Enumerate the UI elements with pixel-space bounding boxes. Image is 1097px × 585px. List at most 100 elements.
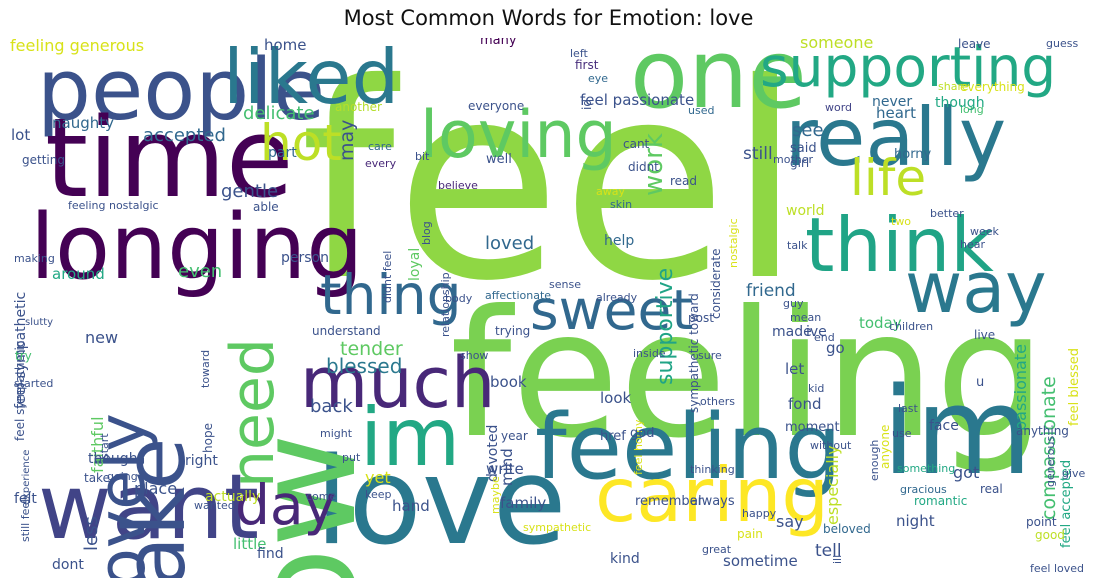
word: use: [892, 427, 912, 440]
word: right: [185, 453, 218, 469]
word: believe: [438, 179, 478, 192]
word: even: [178, 261, 223, 282]
word: might: [320, 427, 353, 440]
word: feeling: [535, 395, 842, 500]
word: got: [953, 463, 980, 482]
word: sweet: [530, 278, 693, 342]
word: guy: [783, 297, 804, 310]
word: especially: [823, 445, 842, 525]
word: face: [929, 418, 959, 434]
word: loyal: [407, 247, 423, 281]
chart-title: Most Common Words for Emotion: love: [343, 6, 754, 30]
word: sense: [549, 278, 581, 291]
word: friend: [746, 281, 796, 301]
word: let: [785, 360, 805, 378]
word: every: [365, 157, 397, 170]
word: didnt feel: [381, 250, 394, 303]
word: really: [785, 91, 1007, 184]
word: tender: [340, 338, 403, 360]
word: around: [52, 265, 105, 283]
word: feel passionate: [580, 91, 695, 109]
word: gracious: [900, 483, 947, 496]
word: give: [1062, 467, 1086, 480]
word: able: [253, 200, 279, 214]
word: feeling: [450, 274, 1047, 477]
word: body: [445, 292, 473, 305]
word: understand: [312, 324, 381, 338]
word: feeling nostalgic: [68, 199, 159, 212]
word: delicate: [243, 103, 315, 124]
word: life: [850, 149, 927, 207]
word: always: [690, 494, 735, 509]
word: take: [84, 471, 110, 485]
word: loved: [485, 233, 535, 254]
word: someone: [800, 38, 874, 52]
word: supportive: [653, 267, 678, 385]
word: everything: [960, 80, 1025, 94]
word: new: [85, 328, 119, 347]
word: going: [107, 470, 138, 483]
word: still: [743, 144, 773, 164]
word: another: [335, 100, 382, 114]
word: eye: [588, 72, 609, 85]
word: ill: [831, 554, 844, 564]
word: hand: [392, 497, 430, 515]
word: little: [233, 535, 267, 553]
word: actually: [205, 489, 261, 505]
word: left: [570, 47, 588, 60]
word: wanted: [194, 499, 235, 512]
word: people: [37, 41, 326, 140]
word: part: [268, 145, 297, 161]
word: sure: [698, 349, 722, 362]
word: way: [905, 247, 1047, 329]
word: dont: [52, 557, 84, 573]
word: blessed: [326, 354, 403, 378]
word: considerate: [709, 248, 723, 319]
word: much: [300, 342, 496, 424]
word: enough: [868, 439, 881, 481]
word: say: [776, 512, 804, 531]
word: two: [891, 215, 912, 228]
word: longing: [30, 195, 364, 300]
word: place: [134, 479, 178, 498]
word: find: [257, 546, 284, 562]
word: mother: [773, 153, 814, 166]
word: feeling generous: [10, 38, 145, 55]
word: long: [960, 103, 984, 116]
word: nostalgic: [727, 218, 740, 268]
word: u: [976, 375, 985, 390]
word: last: [898, 402, 918, 415]
word: felt: [14, 491, 37, 507]
word: cant: [623, 137, 650, 151]
word: one: [630, 38, 807, 130]
word: sympathetic: [523, 521, 592, 534]
word: less: [81, 516, 102, 551]
word: hear: [960, 238, 986, 251]
word: children: [889, 320, 934, 333]
word: happy: [742, 507, 777, 520]
word: great: [702, 543, 732, 556]
word: help: [604, 233, 635, 249]
word: thing: [320, 263, 462, 327]
word-cloud: feelfeelingloveknowpeopleimimfeelingonet…: [10, 38, 1090, 578]
word: supporting: [760, 38, 1057, 99]
word: read: [670, 174, 698, 188]
word: loving: [420, 98, 617, 173]
word: better: [930, 207, 964, 220]
word: world: [786, 203, 825, 219]
word: making: [14, 252, 55, 265]
word: beloved: [823, 522, 871, 536]
word: may: [336, 119, 358, 161]
word: well: [486, 152, 512, 167]
word: many: [480, 38, 517, 48]
word: affectionate: [485, 289, 552, 302]
word: made: [772, 324, 812, 340]
word: book: [490, 373, 527, 391]
word: girl: [790, 156, 810, 170]
word: others: [700, 395, 736, 408]
word: want: [38, 455, 260, 560]
word: real: [980, 482, 1003, 496]
word: href: [600, 429, 626, 444]
word: kind: [610, 551, 640, 567]
word: god: [630, 426, 655, 441]
